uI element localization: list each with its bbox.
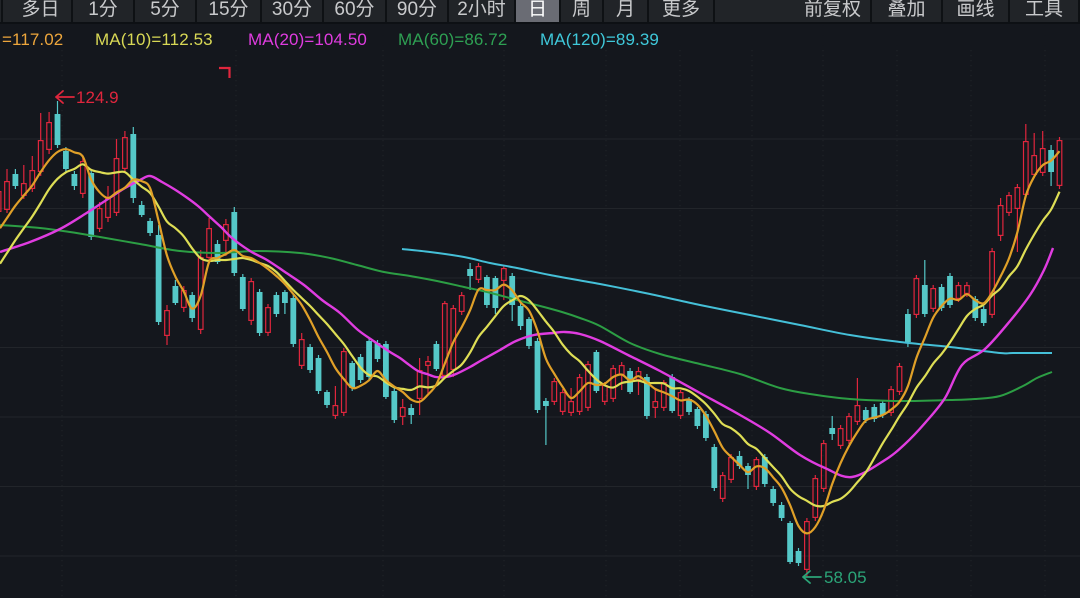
svg-text:124.9: 124.9 [76,88,119,107]
svg-text:58.05: 58.05 [824,568,867,587]
